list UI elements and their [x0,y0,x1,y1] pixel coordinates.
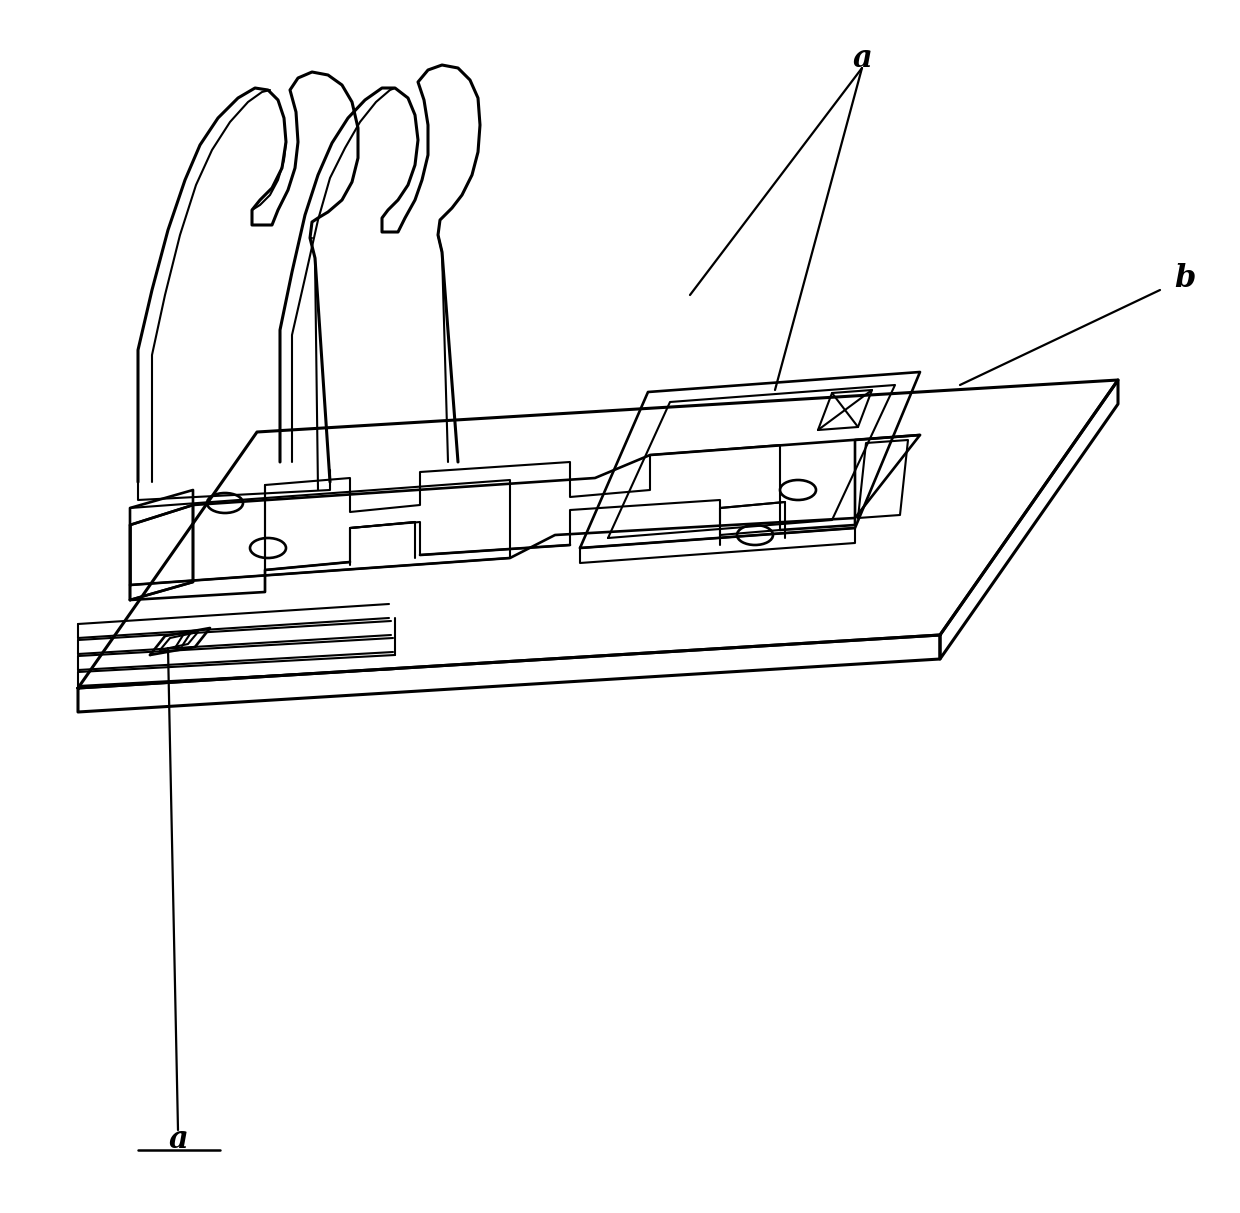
Text: b: b [1174,262,1195,294]
Text: a: a [852,42,872,74]
Text: a: a [169,1124,188,1156]
